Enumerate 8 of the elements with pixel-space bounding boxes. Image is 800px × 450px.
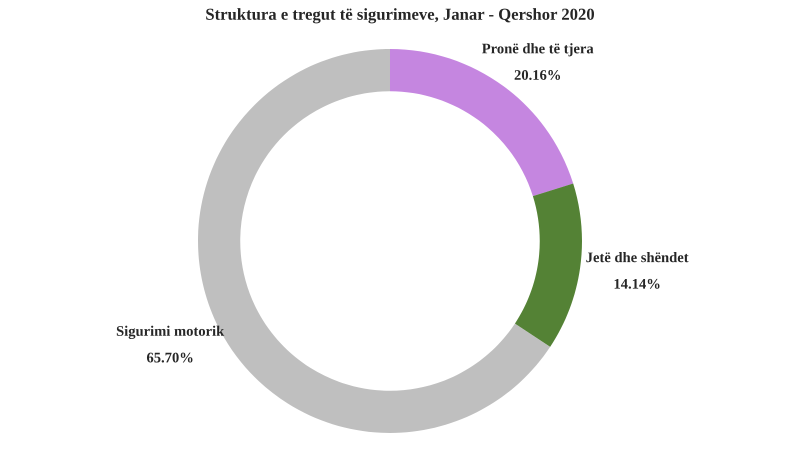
data-label: 65.70% xyxy=(146,352,192,363)
data-label: 20.16% xyxy=(514,70,560,80)
slice-label: Pronë dhe të tjera xyxy=(482,43,594,56)
data-label: 14.14% xyxy=(614,278,660,289)
donut-slice xyxy=(514,184,582,347)
slice-label: Sigurimi motorik xyxy=(116,326,224,339)
slice-label: Jetë dhe shëndet xyxy=(586,252,689,262)
chart-title: Struktura e tregut të sigurimeve, Janar - Qershor 2020 xyxy=(206,8,594,24)
